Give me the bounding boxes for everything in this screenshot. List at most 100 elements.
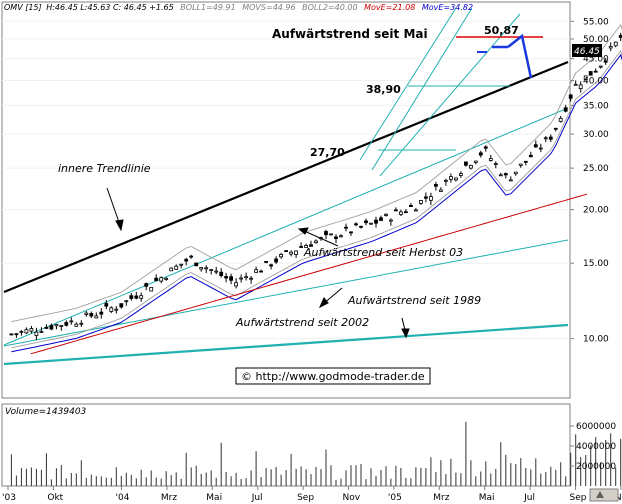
candle-body [339,235,343,238]
candle-body [608,46,613,49]
y-tick-label: 45.00 [583,55,609,65]
candle-body [438,189,443,192]
candle-body [329,233,333,236]
candle-body [24,329,29,334]
annotation-inner-trendline: innere Trendlinie [58,162,151,175]
watermark-box [235,367,431,385]
scroll-button[interactable] [589,488,619,502]
header-ohlc: H:46.45 L:45.63 C: 46.45 +1.65 [46,3,174,12]
candle-body [274,258,279,263]
annotation-2002: Aufwärtstrend seit 2002 [235,316,369,329]
candle-body [69,320,74,323]
candle-body [349,231,353,234]
candle-body [483,146,488,149]
candle-body [224,276,229,279]
candle-body [169,267,174,272]
candle-body [159,277,164,282]
candle-body [134,295,139,299]
arrow-inner-trendline-head [115,219,124,232]
candle-body [174,265,179,270]
candle-body [94,315,99,319]
candle-body [29,328,34,332]
channel-mid [371,7,473,171]
x-tick-label: Okt [47,493,63,503]
candle-body [344,226,348,229]
candle-body [214,270,219,273]
candle-body [54,324,59,327]
candle-body [299,246,304,248]
x-tick-label: Mai [206,493,222,503]
grid [2,20,570,340]
bollinger-lower [11,50,622,349]
candle-body [478,152,483,156]
candle-body [364,220,368,224]
candle-body [39,331,44,334]
volume-label: Volume=1439403 [5,407,87,417]
candle-body [603,60,608,63]
last-price-tag [572,44,602,57]
overlays [477,33,533,79]
candle-body [493,163,498,166]
candle-body [14,333,19,336]
ema-blue [11,53,622,353]
header-boll1: BOLL1=49.91 [180,3,235,12]
header-quote: OMV [15] H:46.45 L:45.63 C: 46.45 +1.65 … [4,3,473,12]
candle-body [523,160,528,163]
candle-body [179,263,184,266]
ema-red [30,193,588,355]
candle-body [269,264,274,267]
candle-body [453,177,458,181]
candle-body [244,276,249,279]
candle-body [184,258,189,262]
candle-body [468,164,473,169]
indicator-lines [11,23,622,355]
candle-body [294,250,299,255]
candle-body [289,251,294,255]
header-move1: MovE=21.08 [364,3,415,12]
candle-body [149,287,154,292]
candle-body [309,244,313,247]
candle-body [463,161,468,166]
candle-body [398,211,403,215]
header-movs: MOVS=44.96 [242,3,295,12]
candle-body [518,163,523,166]
candle-body [154,277,159,282]
candle-body [74,323,79,327]
annotation-title: Aufwärtstrend seit Mai [272,27,428,41]
y-tick-label: 15.00 [583,259,609,269]
candle-body [234,282,239,287]
candle-body [144,283,149,287]
candle-body [548,136,553,140]
trendline-1989 [3,323,569,366]
candle-body [573,83,578,86]
annotation-1989: Aufwärtstrend seit 1989 [347,294,481,307]
arrow-2002-head [401,328,410,339]
candle-body [354,223,358,226]
candle-body [388,219,393,222]
channel-upper [359,7,457,161]
channel-lower [379,13,521,177]
candle-body [204,267,209,270]
watermark-text: © http://www.godmode-trader.de [241,370,425,383]
candle-body [568,94,573,99]
header-boll2: BOLL2=40.00 [302,3,357,12]
arrow-herbst [301,229,339,247]
candle-body [124,300,129,303]
candle-body [423,196,428,199]
candle-body [104,303,109,307]
x-tick-label: Jul [523,493,535,503]
candle-body [239,277,244,280]
candle-body [618,35,622,38]
candle-body [219,271,224,277]
x-tick-label: Mrz [433,493,449,503]
candle-body [538,147,543,150]
up-arrow-icon [596,491,604,498]
candle-body [379,217,383,221]
candle-body [334,236,338,239]
x-tick-label: Sep [570,493,587,503]
y-tick-label: 10.00 [583,335,609,345]
candle-body [588,71,593,76]
candle-body [114,308,119,311]
y-tick-label: 30.00 [583,130,609,140]
x-tick-label: Jul [251,493,263,503]
